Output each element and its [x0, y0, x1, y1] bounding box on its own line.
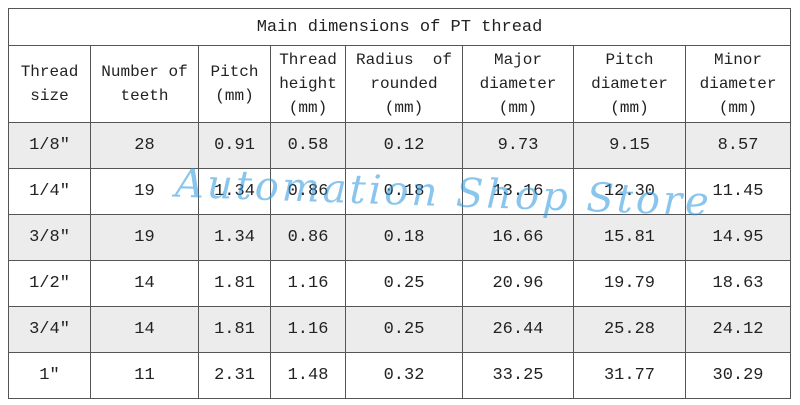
data-cell: 1.34: [198, 214, 271, 261]
header-line: Number of: [101, 63, 188, 81]
data-cell: 33.25: [462, 352, 574, 399]
header-cell: Number of teeth: [90, 45, 199, 123]
data-cell: 19.79: [573, 260, 686, 307]
data-cell: 0.12: [345, 122, 463, 169]
data-cell: 15.81: [573, 214, 686, 261]
data-cell: 1.81: [198, 306, 271, 353]
data-cell: 0.18: [345, 168, 463, 215]
header-line: (mm): [384, 99, 424, 117]
header-line: diameter: [591, 75, 668, 93]
data-cell: 0.18: [345, 214, 463, 261]
data-cell: 8.57: [684, 122, 792, 169]
data-cell: 1.16: [270, 306, 346, 353]
thread-table: Main dimensions of PT thread Thread size N…: [7, 8, 792, 399]
data-cell: 0.25: [345, 260, 463, 307]
header-cell: Thread size: [8, 45, 91, 123]
header-line: Thread: [20, 63, 79, 81]
header-cell: Pitch diameter (mm): [573, 45, 686, 123]
data-cell: 14: [90, 306, 199, 353]
header-line: (mm): [610, 99, 649, 117]
data-cell: 0.86: [270, 214, 346, 261]
data-cell: 1.48: [270, 352, 346, 399]
header-line: Radius of: [355, 51, 452, 69]
data-cell: 25.28: [573, 306, 686, 353]
data-cell: 14: [90, 260, 199, 307]
header-line: rounded: [370, 75, 438, 93]
data-cell: 1.34: [198, 168, 271, 215]
header-line: (mm): [215, 87, 254, 105]
data-cell: 16.66: [462, 214, 574, 261]
data-row: 3/4″ 14 1.81 1.16 0.25 26.44 25.28 24.12: [8, 306, 792, 353]
header-line: Major: [493, 51, 542, 69]
data-cell: 30.29: [684, 352, 792, 399]
header-row: Thread size Number of teeth Pitch (mm) Thread h…: [8, 45, 792, 123]
data-cell: 1/8″: [8, 122, 91, 169]
data-cell: 14.95: [684, 214, 792, 261]
data-cell: 1.81: [198, 260, 271, 307]
data-cell: 0.91: [198, 122, 271, 169]
table-title: Main dimensions of PT thread: [7, 8, 792, 46]
header-line: diameter: [699, 75, 777, 93]
data-cell: 18.63: [684, 260, 792, 307]
title-row: Main dimensions of PT thread: [7, 8, 792, 46]
table-body: Main dimensions of PT thread Thread size N…: [7, 8, 792, 399]
data-cell: 31.77: [573, 352, 686, 399]
data-cell: 3/8″: [8, 214, 91, 261]
data-cell: 1/4″: [8, 168, 91, 215]
data-cell: 1.16: [270, 260, 346, 307]
header-line: Pitch: [210, 63, 259, 81]
data-row: 1/4″ 19 1.34 0.86 0.18 13.16 12.30 11.45: [8, 168, 792, 215]
data-cell: 0.32: [345, 352, 463, 399]
data-cell: 26.44: [462, 306, 574, 353]
data-cell: 1/2″: [8, 260, 91, 307]
header-line: diameter: [479, 75, 557, 93]
header-line: (mm): [498, 99, 538, 117]
data-row: 1″ 11 2.31 1.48 0.32 33.25 31.77 30.29: [8, 352, 792, 399]
header-line: (mm): [718, 99, 758, 117]
data-cell: 3/4″: [8, 306, 91, 353]
data-cell: 19: [90, 168, 199, 215]
data-row: 3/8″ 19 1.34 0.86 0.18 16.66 15.81 14.95: [8, 214, 792, 261]
data-cell: 9.15: [573, 122, 686, 169]
data-cell: 11: [90, 352, 199, 399]
header-cell: Minor diameter (mm): [684, 45, 792, 123]
data-row: 1/2″ 14 1.81 1.16 0.25 20.96 19.79 18.63: [8, 260, 792, 307]
data-cell: 1″: [8, 352, 91, 399]
header-line: Pitch: [605, 51, 654, 69]
data-cell: 0.58: [270, 122, 346, 169]
data-cell: 11.45: [684, 168, 792, 215]
data-cell: 24.12: [684, 306, 792, 353]
data-row: 1/8″ 28 0.91 0.58 0.12 9.73 9.15 8.57: [8, 122, 792, 169]
header-cell: Radius of rounded (mm): [345, 45, 463, 123]
header-cell: Thread height (mm): [270, 45, 346, 123]
data-cell: 28: [90, 122, 199, 169]
header-line: (mm): [288, 99, 328, 117]
header-line: teeth: [120, 87, 169, 105]
header-line: Minor: [714, 51, 763, 69]
data-cell: 0.86: [270, 168, 346, 215]
header-cell: Pitch (mm): [198, 45, 271, 123]
data-cell: 13.16: [462, 168, 574, 215]
data-cell: 19: [90, 214, 199, 261]
header-line: size: [30, 87, 69, 105]
data-cell: 9.73: [462, 122, 574, 169]
header-cell: Major diameter (mm): [462, 45, 574, 123]
header-line: Thread: [279, 51, 337, 69]
data-cell: 12.30: [573, 168, 686, 215]
data-cell: 2.31: [198, 352, 271, 399]
header-line: height: [279, 75, 337, 93]
data-cell: 0.25: [345, 306, 463, 353]
data-cell: 20.96: [462, 260, 574, 307]
